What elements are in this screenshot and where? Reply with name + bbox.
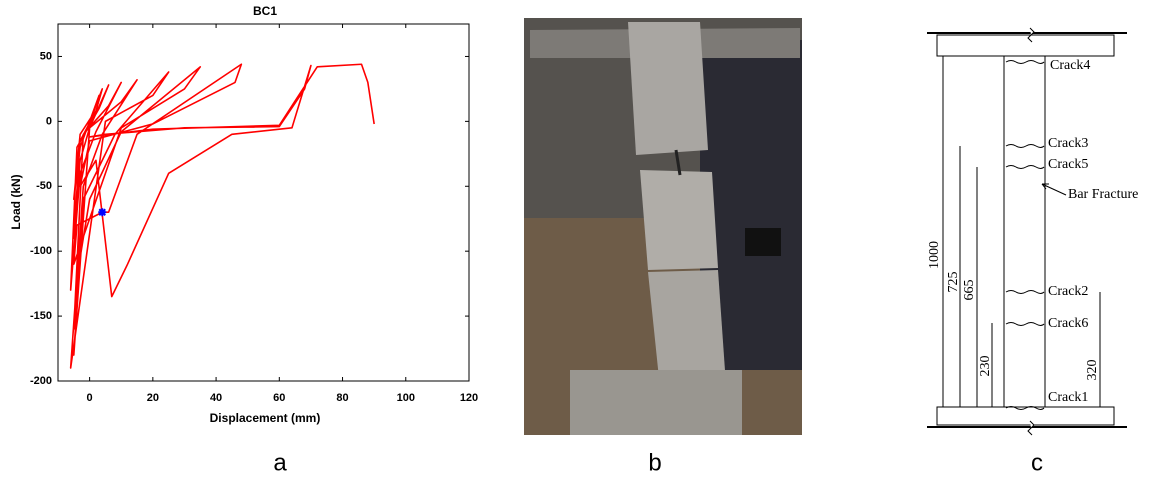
x-tick-label: 80 — [336, 392, 348, 404]
crack — [1006, 145, 1044, 148]
crack-label: Crack5 — [1048, 157, 1088, 172]
crack — [1006, 61, 1044, 64]
photo-plate — [745, 228, 781, 256]
panel-label: b — [648, 449, 661, 476]
figure: BC1 Displacement (mm) Load (kN) a 0 20 40 6… — [0, 0, 1154, 482]
photo-column-mid — [640, 170, 718, 270]
crack-label: Crack3 — [1048, 136, 1088, 151]
y-tick-label: -50 — [36, 180, 52, 192]
crack-label: Crack2 — [1048, 284, 1088, 299]
crack-label: Crack4 — [1050, 58, 1090, 73]
photo: b — [524, 18, 802, 476]
dimension-label: 1000 — [927, 241, 942, 269]
plot-frame — [58, 24, 469, 381]
bottom-plate — [937, 407, 1114, 425]
panel-label: a — [273, 449, 287, 476]
crack-label: Crack6 — [1048, 316, 1088, 331]
y-tick-label: -200 — [30, 375, 52, 387]
dimension-label: 230 — [978, 356, 993, 377]
crack — [1006, 323, 1044, 326]
x-axis-label: Displacement (mm) — [210, 411, 321, 425]
annotation: Bar Fracture — [1068, 187, 1138, 202]
crack — [1006, 291, 1044, 294]
break-mark — [1028, 28, 1034, 435]
marker — [98, 208, 106, 216]
y-axis-label: Load (kN) — [9, 174, 23, 229]
x-tick-label: 0 — [87, 392, 93, 404]
dimension-label: 725 — [946, 272, 961, 293]
photo-base — [570, 370, 742, 435]
x-tick-label: 120 — [460, 392, 478, 404]
data-line — [71, 64, 375, 368]
crack — [1006, 166, 1044, 169]
x-tick-label: 40 — [210, 392, 222, 404]
chart-title: BC1 — [253, 4, 277, 18]
dimension-label: 320 — [1085, 360, 1100, 381]
arrow — [1042, 184, 1066, 195]
crack-label: Crack1 — [1048, 390, 1088, 405]
dimension-label: 665 — [962, 280, 977, 301]
y-tick-label: -100 — [30, 245, 52, 257]
top-plate — [937, 35, 1114, 56]
chart: BC1 Displacement (mm) Load (kN) a 0 20 40 6… — [9, 4, 478, 476]
y-tick-label: -150 — [30, 310, 52, 322]
x-tick-label: 60 — [273, 392, 285, 404]
x-tick-label: 20 — [147, 392, 159, 404]
x-tick-label: 100 — [397, 392, 415, 404]
y-tick-label: 50 — [40, 50, 52, 62]
photo-column-top — [628, 22, 708, 155]
y-tick-label: 0 — [46, 115, 52, 127]
panel-label: c — [1031, 449, 1043, 476]
